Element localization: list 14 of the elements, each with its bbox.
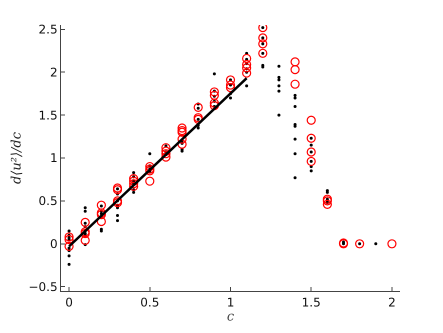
y-tick-label: −0.5	[28, 280, 58, 294]
x-tick-label: 1.5	[302, 295, 321, 310]
y-tick-label: 0.5	[38, 194, 58, 208]
x-tick-label: 1	[226, 295, 234, 310]
y-tick-label: 1	[50, 151, 58, 166]
y-tick-label: 2.5	[38, 22, 58, 36]
y-tick-label: 0	[50, 237, 58, 252]
y-axis-title: d⟨u²⟩/dc	[9, 131, 24, 184]
x-tick-label: 0	[65, 295, 73, 310]
y-tick-label: 1.5	[38, 108, 58, 122]
y-tick-label: 2	[50, 65, 58, 80]
x-tick-label: 2	[388, 295, 396, 310]
x-tick-label: 0.5	[140, 295, 160, 310]
x-axis-title: c	[226, 309, 235, 324]
